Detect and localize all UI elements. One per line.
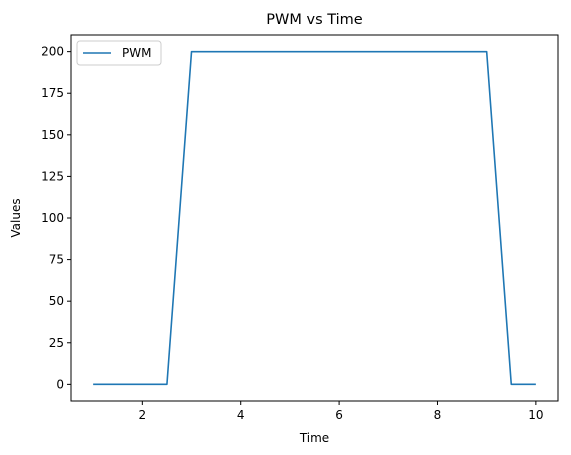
x-tick-label: 8 <box>434 408 442 422</box>
y-tick-label: 75 <box>49 253 64 267</box>
plot-area <box>93 50 536 386</box>
y-tick-label: 150 <box>41 128 64 142</box>
y-axis-label: Values <box>9 198 23 237</box>
legend-label-pwm: PWM <box>122 46 151 60</box>
legend-box <box>76 40 162 66</box>
y-tick-label: 200 <box>41 45 64 59</box>
legend: PWM <box>76 40 162 66</box>
y-tick-label: 100 <box>41 211 64 225</box>
x-axis-label: Time <box>299 431 329 445</box>
chart-title: PWM vs Time <box>266 12 363 28</box>
x-axis: 2 4 6 8 10 <box>139 401 544 422</box>
series-line-pwm <box>93 50 536 386</box>
y-tick-label: 175 <box>41 86 64 100</box>
x-tick-label: 2 <box>139 408 147 422</box>
x-tick-label: 4 <box>237 408 245 422</box>
x-tick-label: 10 <box>528 408 543 422</box>
y-tick-label: 25 <box>49 336 64 350</box>
y-tick-label: 125 <box>41 169 64 183</box>
y-tick-label: 0 <box>56 377 64 391</box>
y-tick-label: 50 <box>49 294 64 308</box>
plot-frame <box>70 34 559 402</box>
x-tick-label: 6 <box>335 408 343 422</box>
y-axis: 0 25 50 75 100 125 150 175 200 <box>41 45 71 391</box>
